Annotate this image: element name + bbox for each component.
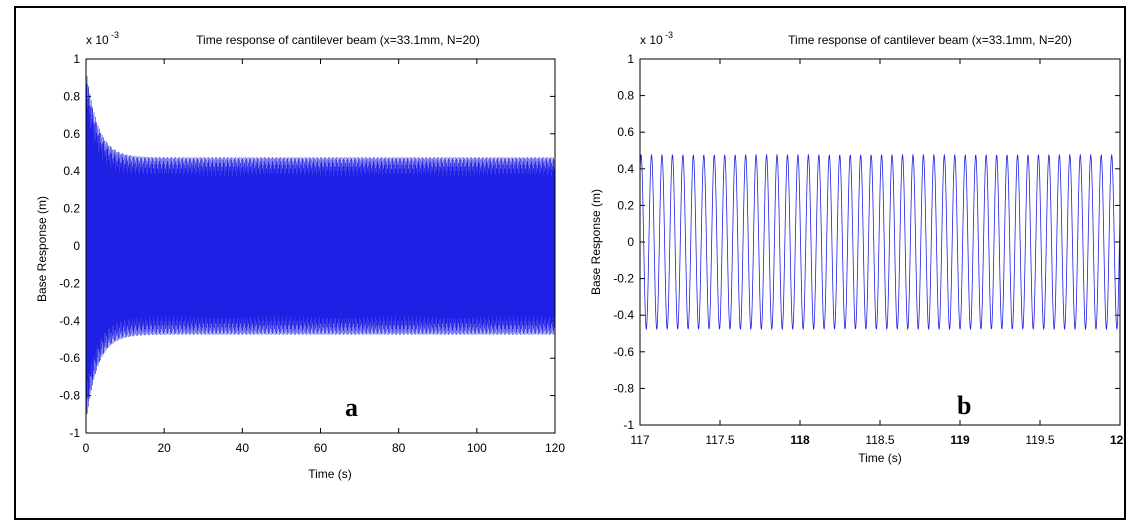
panel-a-ytick-label: -0.8 [59,389,80,403]
panel-b-xtick-label: 117.5 [705,433,734,447]
panel-b-xtick-label: 118 [790,433,810,447]
panel-b-ytick-label: 1 [627,52,634,66]
panel-b-xtick-label: 118.5 [865,433,894,447]
panel-a-xtick-label: 20 [157,441,171,455]
panel-b-ytick-label: 0.4 [617,162,634,176]
panel-a-ytick-label: -1 [69,426,80,440]
panel-a-title: Time response of cantilever beam (x=33.1… [196,33,480,47]
panel-b-ytick-label: -1 [623,418,634,432]
panel-b-xtick-label: 120 [1110,433,1124,447]
panel-a-ytick-label: 0.2 [63,202,80,216]
panel-a-exponent-base: x 10 [86,33,109,47]
panel-b-ytick-label: -0.4 [613,308,634,322]
panel-a-xtick-label: 120 [545,441,565,455]
panel-a-series-0-line [85,76,556,414]
panel-a-xtick-label: 60 [314,441,328,455]
panel-a-ytick-label: 0.4 [63,164,80,178]
panel-a-ytick-label: -0.4 [59,314,80,328]
panel-b-xtick-label: 119 [950,433,970,447]
panel-b-ylabel: Base Response (m) [589,189,603,295]
panel-b-title: Time response of cantilever beam (x=33.1… [788,33,1072,47]
panel-b-ytick-label: 0.6 [617,125,634,139]
panel-a-plot-area [85,76,556,414]
panel-b-axes-frame [639,58,1121,426]
panel-a-xtick-label: 40 [236,441,250,455]
panel-a-ytick-label: 1 [73,52,80,66]
chart-panel-a: x 10 -3 Time response of cantilever beam… [35,30,565,481]
panel-b-y-ticks: 1 0.8 0.6 0.4 0.2 0 -0.2 -0.4 -0.6 -0.8 -1 [613,52,1120,432]
panel-a-ytick-label: 0.6 [63,127,80,141]
panel-b-xtick-label: 117 [630,433,649,447]
panel-a-xlabel: Time (s) [308,467,352,481]
chart-panel-b: x 10 -3 Time response of cantilever beam… [589,30,1124,465]
panel-b-exponent-power: -3 [665,30,673,40]
panel-b-ytick-label: 0.8 [617,89,634,103]
panel-b-xtick-label: 119.5 [1025,433,1054,447]
panel-b-ytick-label: 0.2 [617,198,634,212]
panel-a-ytick-label: 0 [73,239,80,253]
panel-a-ylabel: Base Response (m) [35,196,49,302]
panel-b-exponent-base: x 10 [640,33,663,47]
panel-b-letter: b [957,391,971,420]
panel-b-ytick-label: -0.2 [613,272,634,286]
panel-b-x-ticks: 117 117.5 118 118.5 119 119.5 120 [630,59,1124,447]
panel-b-xlabel: Time (s) [858,451,902,465]
panel-a-ytick-label: -0.2 [59,276,80,290]
figure-border [14,6,1126,520]
panel-a-ytick-label: 0.8 [63,89,80,103]
panel-a-xtick-label: 100 [467,441,487,455]
panel-a-xtick-label: 0 [83,441,90,455]
panel-b-ytick-label: -0.6 [613,345,634,359]
panel-a-axes-frame [85,58,556,434]
panel-a-exponent-power: -3 [111,30,119,40]
panel-a-letter: a [345,393,358,422]
panel-b-plot-area [639,153,1121,331]
panel-b-ytick-label: 0 [627,235,634,249]
panel-a-xtick-label: 80 [392,441,406,455]
panel-b-series-0-line [639,153,1121,331]
panel-b-ytick-label: -0.8 [613,381,634,395]
panel-a-ytick-label: -0.6 [59,351,80,365]
